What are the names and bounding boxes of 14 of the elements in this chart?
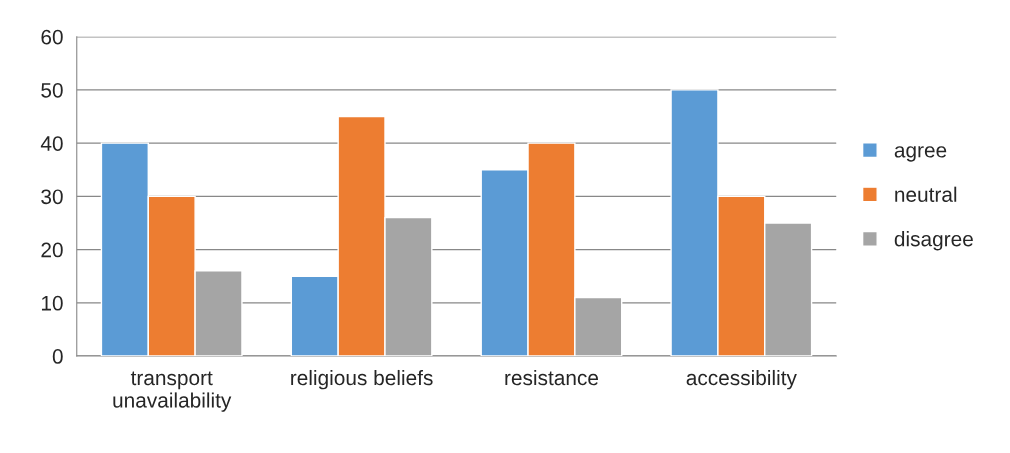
legend-label: agree: [894, 146, 947, 162]
y-tick-label: 10: [41, 295, 63, 311]
legend-label: disagree: [894, 231, 973, 251]
x-tick-label: religious beliefs: [291, 369, 433, 390]
x-tick-label: accessibility: [686, 369, 797, 390]
y-tick-label: 20: [41, 242, 63, 258]
y-tick-label: 60: [41, 29, 63, 45]
y-tick-label: 30: [41, 189, 63, 205]
legend-label: neutral: [895, 186, 957, 202]
x-tick-label: transport unavailability: [113, 371, 232, 412]
y-tick-label: 0: [52, 349, 63, 364]
x-tick-label: resistance: [505, 369, 599, 386]
y-tick-label: 40: [40, 136, 63, 151]
y-tick-label: 50: [41, 82, 63, 98]
